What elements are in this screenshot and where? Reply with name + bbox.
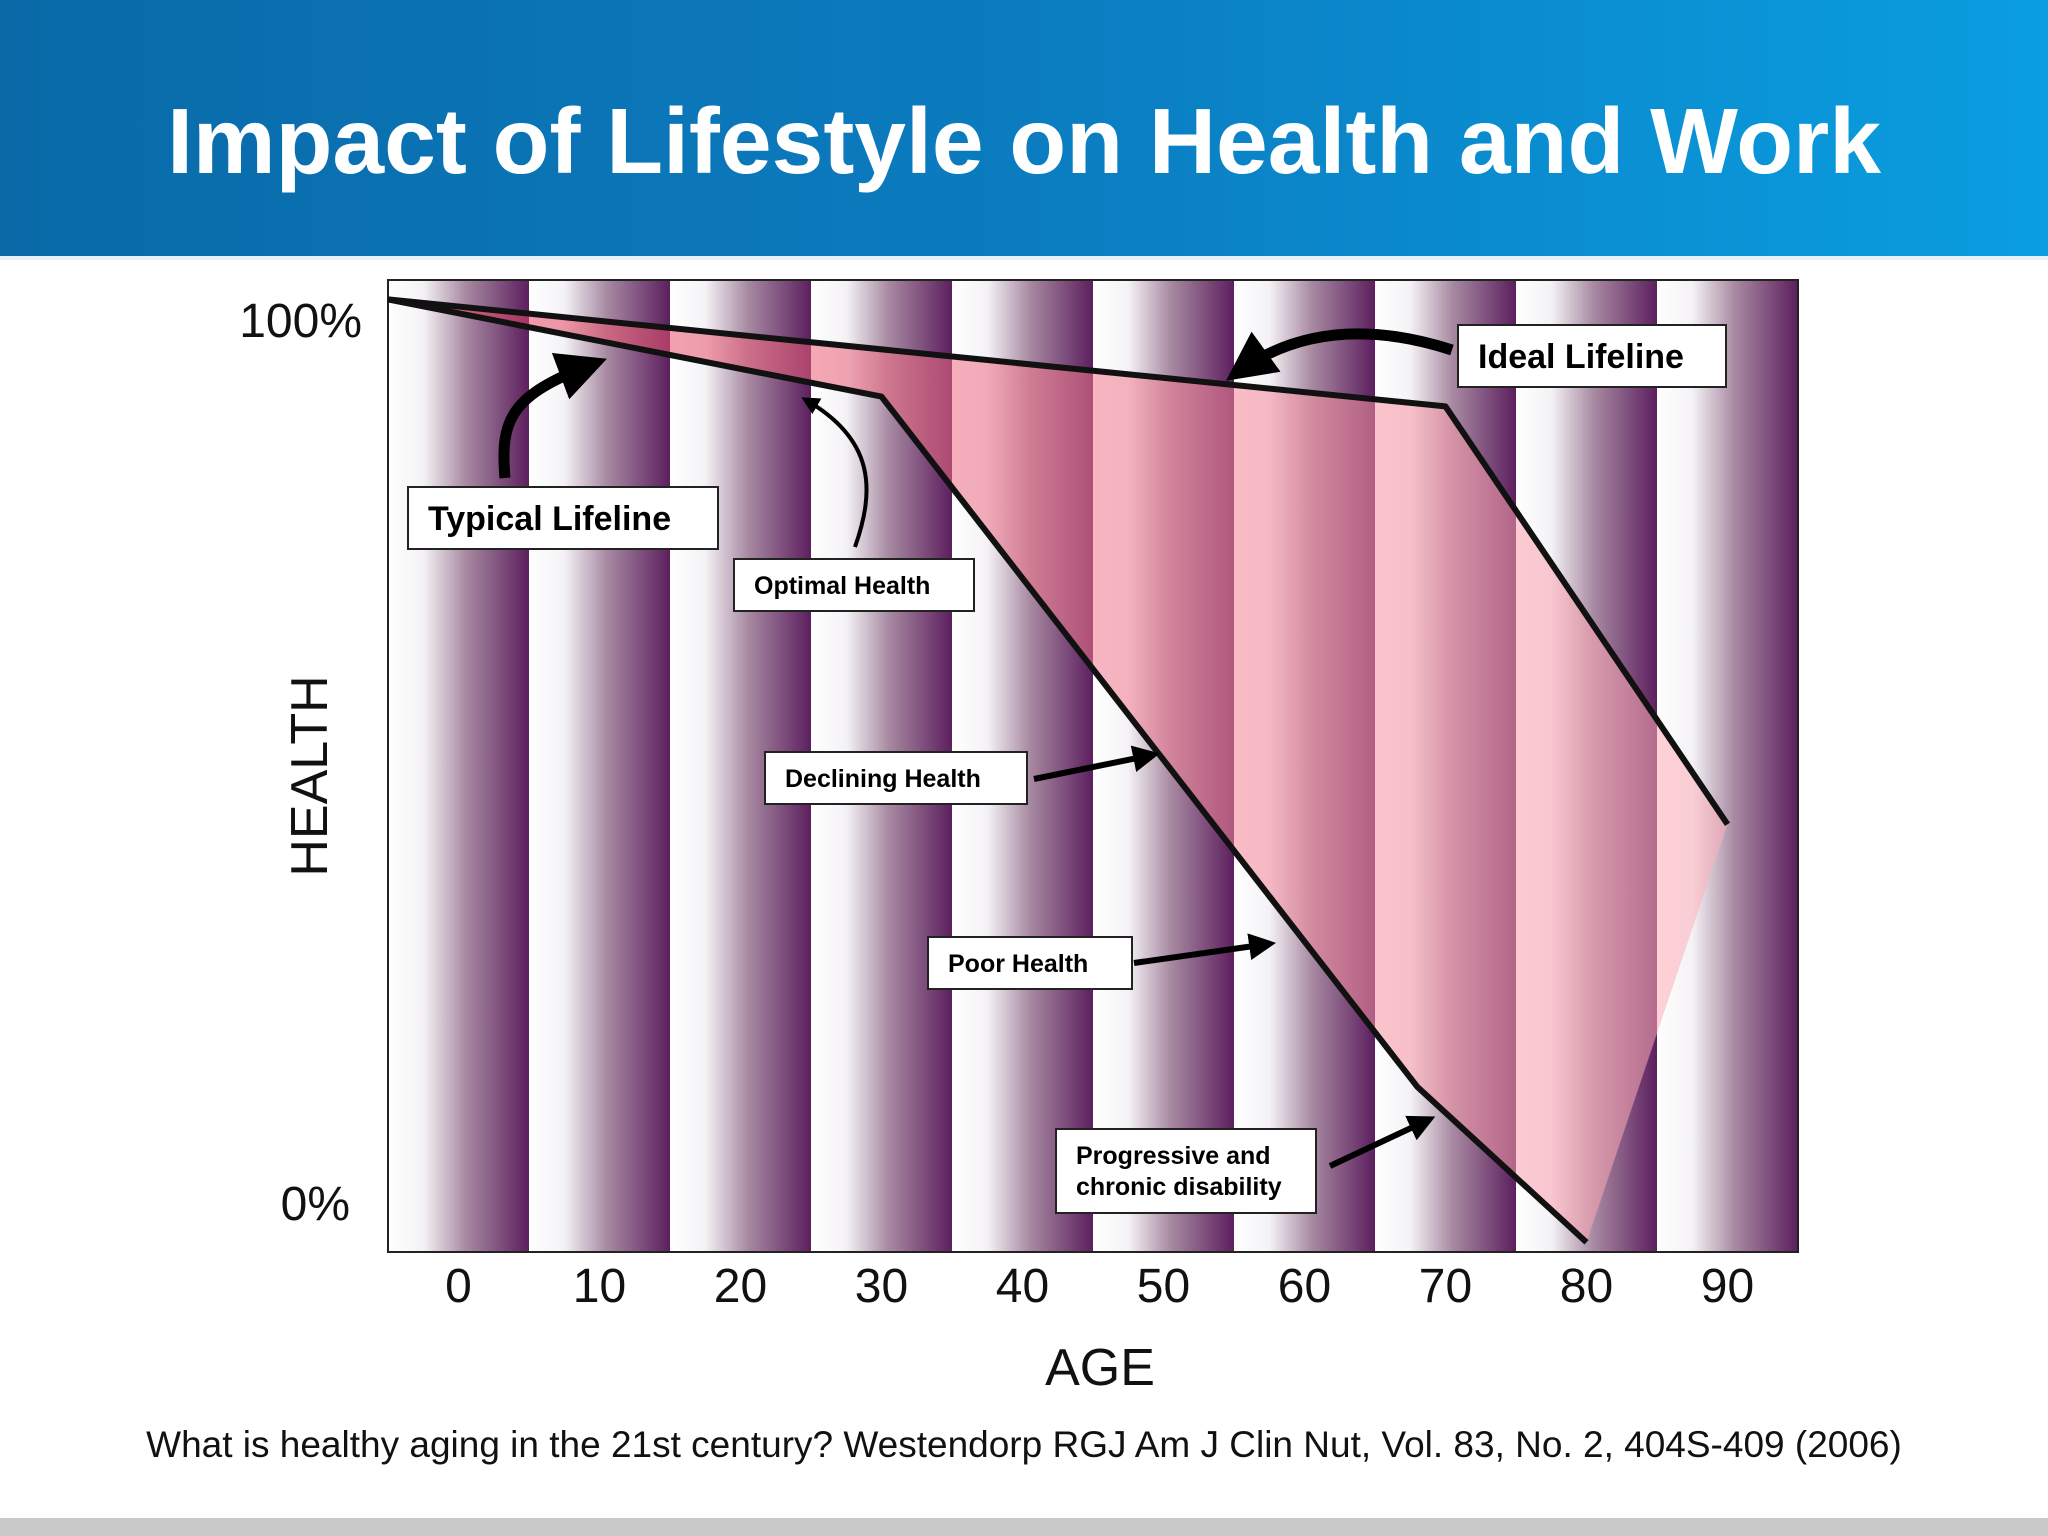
x-tick-label-0: 0: [445, 1260, 472, 1313]
lifeline-gap-region: [388, 299, 1728, 1243]
x-tick-label-30: 30: [855, 1260, 908, 1313]
progressive-disability-label: Progressive and chronic disability: [1055, 1128, 1317, 1214]
x-tick-label-60: 60: [1278, 1260, 1331, 1313]
x-tick-label-70: 70: [1419, 1260, 1472, 1313]
typical-lifeline-label-text: Typical Lifeline: [428, 500, 671, 538]
header-divider: [0, 256, 2048, 260]
progressive-disability-arrow: [1328, 1115, 1436, 1169]
plot-frame: [387, 279, 1799, 1253]
progressive-disability-label-line-1: Progressive and: [1076, 1142, 1271, 1170]
x-tick-label-40: 40: [996, 1260, 1049, 1313]
typical-lifeline-line: [387, 296, 1589, 1245]
x-tick-label-20: 20: [714, 1260, 767, 1313]
optimal-health-arrow: [801, 397, 869, 548]
progressive-disability-label-line-2: chronic disability: [1076, 1173, 1282, 1201]
x-axis-label: AGE: [1045, 1339, 1155, 1397]
y-axis-label: HEALTH: [281, 675, 339, 876]
x-tick-label-10: 10: [573, 1260, 626, 1313]
x-tick-label-80: 80: [1560, 1260, 1613, 1313]
ideal-lifeline-line: [387, 296, 1730, 826]
y-tick-label-top: 100%: [239, 295, 362, 348]
declining-health-label: Declining Health: [764, 751, 1028, 805]
x-tick-label-90: 90: [1701, 1260, 1754, 1313]
optimal-health-label: Optimal Health: [733, 558, 975, 612]
typical-lifeline-arrow: [498, 352, 607, 479]
band-age-10: [529, 280, 670, 1252]
poor-health-label-text: Poor Health: [948, 950, 1088, 978]
poor-health-label: Poor Health: [927, 936, 1133, 990]
x-tick-label-50: 50: [1137, 1260, 1190, 1313]
x-tick-labels: 0 10 20 30 40 50 60 70 80 90: [445, 1260, 1754, 1313]
citation: What is healthy aging in the 21st centur…: [146, 1424, 1902, 1465]
typical-lifeline-label: Typical Lifeline: [407, 486, 719, 550]
poor-health-arrow: [1133, 933, 1277, 966]
declining-health-label-text: Declining Health: [785, 765, 981, 793]
y-tick-label-bottom: 0%: [281, 1178, 350, 1231]
page-title: Impact of Lifestyle on Health and Work: [167, 89, 1881, 193]
y-tick-labels: 100% 0%: [239, 295, 362, 1231]
ideal-lifeline-label: Ideal Lifeline: [1457, 324, 1727, 388]
optimal-health-label-text: Optimal Health: [754, 572, 930, 600]
ideal-lifeline-arrow: [1225, 328, 1454, 381]
ideal-lifeline-label-text: Ideal Lifeline: [1478, 338, 1684, 376]
declining-health-arrow: [1033, 745, 1160, 782]
footer-bar: [0, 1518, 2048, 1536]
annotation-arrows: [498, 328, 1454, 1169]
slide-header: Impact of Lifestyle on Health and Work: [0, 0, 2048, 256]
